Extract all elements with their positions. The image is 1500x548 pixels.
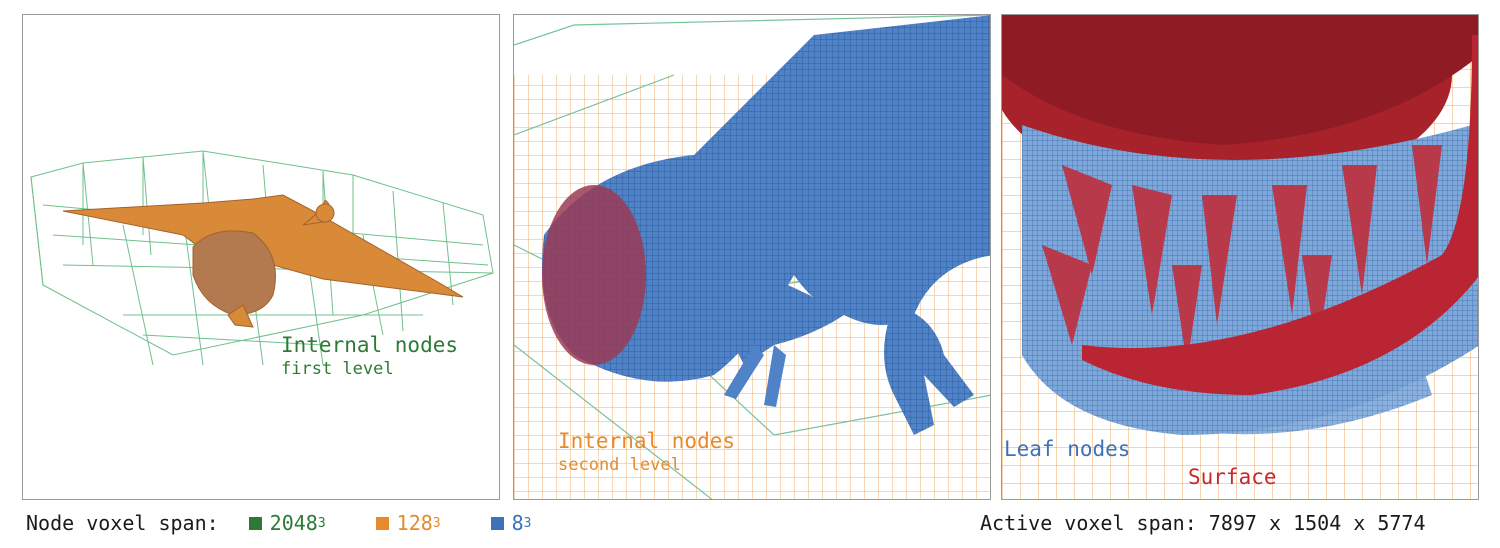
blue-swatch xyxy=(490,516,504,530)
panel-1-title: Internal nodes xyxy=(281,333,459,357)
active-voxel-span: Active voxel span: 7897 x 1504 x 5774 xyxy=(980,511,1426,535)
legend-item-128: 128 3 xyxy=(375,511,441,535)
panel-second-level: Internal nodes second level xyxy=(513,14,991,500)
panel-first-level: Internal nodes first level xyxy=(22,14,500,500)
second-level-render xyxy=(514,15,990,499)
panel-2-subtitle: second level xyxy=(558,455,681,475)
panel-2-title: Internal nodes xyxy=(558,429,736,453)
green-swatch xyxy=(248,516,262,530)
legend-item-2048: 2048 3 xyxy=(248,511,326,535)
first-level-render xyxy=(30,150,494,366)
panel-3-subtitle: Surface xyxy=(1188,465,1277,489)
panel-1-subtitle: first level xyxy=(281,359,394,379)
orange-swatch xyxy=(375,516,389,530)
legend-label: Node voxel span: xyxy=(26,511,219,535)
panel-3-title: Leaf nodes xyxy=(1004,437,1131,461)
leaf-nodes-render xyxy=(1002,15,1478,499)
panel-leaf-nodes: Leaf nodes Surface xyxy=(1001,14,1479,500)
